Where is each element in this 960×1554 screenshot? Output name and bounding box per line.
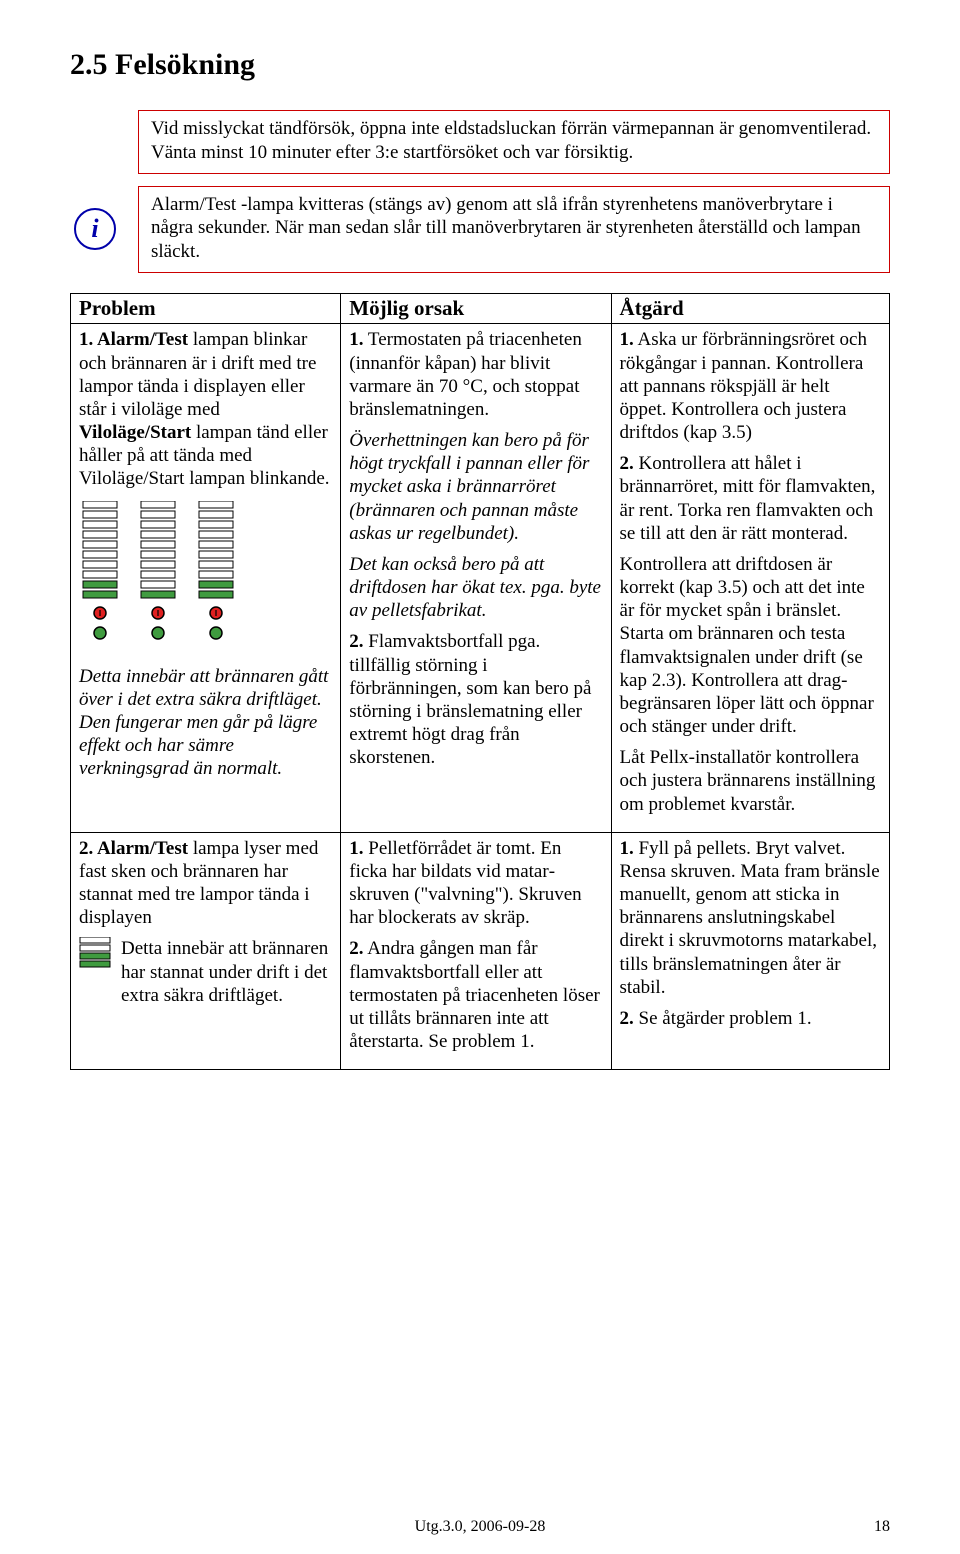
warning-text-1: Vid misslyckat tändförsök, öppna inte el…	[138, 110, 890, 174]
cell-atgard: 1. Aska ur förbränningsröret och rökgång…	[611, 324, 889, 832]
mini-diagram-side-text: Detta innebär att brännaren har stannat …	[121, 937, 332, 1007]
cell-paragraph: 2. Andra gången man får flamvaktsbortfal…	[349, 937, 602, 1053]
spacer	[70, 110, 120, 174]
cell-problem: 1. Alarm/Test lampan blinkar och brännar…	[71, 324, 341, 832]
th-atgard: Åtgärd	[611, 293, 889, 324]
table-row: 1. Alarm/Test lampan blinkar och brännar…	[71, 324, 890, 832]
cell-paragraph: Kontrollera att driftdosen är korrekt (k…	[620, 553, 881, 738]
cell-orsak: 1. Termostaten på triacenheten (innanför…	[341, 324, 611, 832]
cell-paragraph: 2. Kontrollera att hålet i brännarröret,…	[620, 452, 881, 545]
cell-paragraph: 1. Pelletförrådet är tomt. En ficka har …	[349, 837, 602, 930]
table-row: 2. Alarm/Test lampa lyser med fast sken …	[71, 832, 890, 1070]
cell-paragraph: 2. Se åtgärder problem 1.	[620, 1007, 881, 1030]
warning-box-1: Vid misslyckat tändförsök, öppna inte el…	[70, 110, 890, 174]
footer-page-number: 18	[850, 1518, 890, 1536]
th-problem: Problem	[71, 293, 341, 324]
status-diagram	[81, 501, 235, 645]
cell-paragraph: 2. Flamvaktsbortfall pga. tillfällig stö…	[349, 630, 602, 769]
page-footer: Utg.3.0, 2006-09-28 18	[70, 1518, 890, 1536]
cell-orsak: 1. Pelletförrådet är tomt. En ficka har …	[341, 832, 611, 1070]
cell-atgard: 1. Fyll på pellets. Bryt valvet. Rensa s…	[611, 832, 889, 1070]
warning-text-2: Alarm/Test -lampa kvitteras (stängs av) …	[138, 186, 890, 273]
mini-status-diagram	[79, 937, 111, 969]
cell-paragraph: Låt Pellx-installatör kontrollera och ju…	[620, 746, 881, 816]
page-heading: 2.5 Felsökning	[70, 48, 890, 82]
cell-paragraph: 1. Termostaten på triacenheten (innanför…	[349, 328, 602, 421]
cell-problem: 2. Alarm/Test lampa lyser med fast sken …	[71, 832, 341, 1070]
table-header-row: Problem Möjlig orsak Åtgärd	[71, 293, 890, 324]
info-icon-cell: i	[70, 186, 120, 273]
cell-paragraph: 1. Fyll på pellets. Bryt valvet. Rensa s…	[620, 837, 881, 999]
th-orsak: Möjlig orsak	[341, 293, 611, 324]
cell-paragraph: 1. Aska ur förbränningsröret och rökgång…	[620, 328, 881, 444]
cell-paragraph: Överhettningen kan bero på för högt tryc…	[349, 429, 602, 545]
footer-center-text: Utg.3.0, 2006-09-28	[110, 1518, 850, 1536]
warning-box-2: i Alarm/Test -lampa kvitteras (stängs av…	[70, 186, 890, 273]
troubleshoot-table: Problem Möjlig orsak Åtgärd 1. Alarm/Tes…	[70, 293, 890, 1071]
info-icon: i	[74, 208, 116, 250]
cell-paragraph: Det kan också bero på att driftdosen har…	[349, 553, 602, 623]
